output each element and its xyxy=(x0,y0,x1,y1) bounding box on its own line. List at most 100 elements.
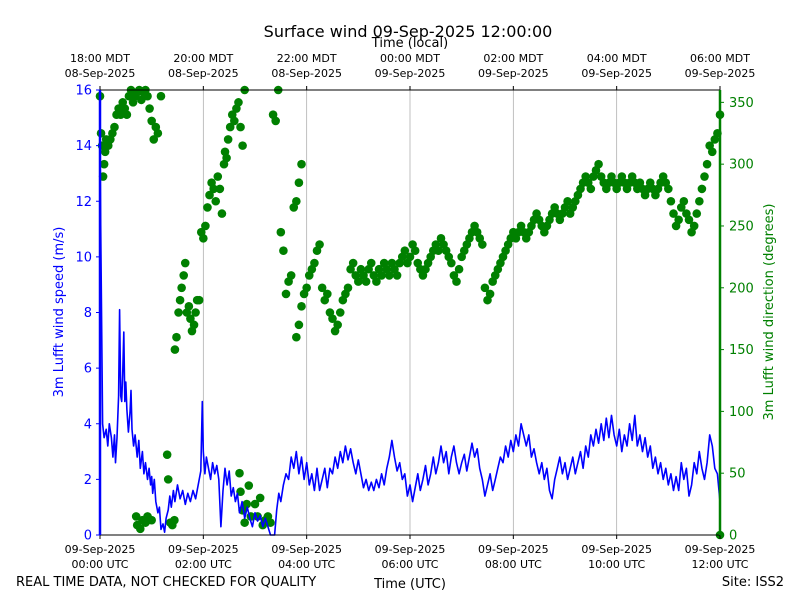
wind-direction-point xyxy=(297,159,306,169)
x-tick-label: 09-Sep-2025 xyxy=(581,543,652,556)
x-tick-label: 04:00 UTC xyxy=(278,558,335,571)
wind-direction-point xyxy=(366,258,376,268)
wind-direction-point xyxy=(281,289,291,299)
wind-direction-point xyxy=(372,277,381,286)
wind-direction-point xyxy=(684,215,694,225)
wind-direction-point xyxy=(485,289,495,299)
right-tick-label: 100 xyxy=(729,405,754,420)
wind-direction-point xyxy=(177,283,186,293)
wind-direction-point xyxy=(348,258,358,268)
wind-direction-point xyxy=(478,240,487,249)
left-tick-label: 6 xyxy=(84,362,92,377)
right-tick-label: 200 xyxy=(729,281,754,296)
wind-direction-point xyxy=(400,246,410,255)
wind-direction-point xyxy=(679,196,689,206)
wind-direction-point xyxy=(110,122,119,132)
wind-direction-point xyxy=(175,295,185,305)
wind-direction-point xyxy=(405,252,415,262)
wind-direction-point xyxy=(594,159,603,169)
wind-direction-point xyxy=(250,499,260,509)
wind-direction-point xyxy=(343,283,353,293)
right-tick-label: 350 xyxy=(729,96,754,111)
wind-direction-point xyxy=(242,499,252,509)
wind-direction-point xyxy=(392,271,402,280)
wind-direction-point xyxy=(434,246,443,255)
x-tick-label: 10:00 UTC xyxy=(588,558,645,571)
wind-direction-point xyxy=(674,215,683,225)
x-tick-label: 09-Sep-2025 xyxy=(168,543,239,556)
wind-direction-point xyxy=(163,475,173,484)
left-tick-label: 16 xyxy=(75,84,92,99)
chart-title: Surface wind 09-Sep-2025 12:00:00 xyxy=(264,22,553,41)
wind-direction-point xyxy=(255,493,265,503)
right-tick-label: 150 xyxy=(729,343,754,358)
wind-direction-point xyxy=(276,227,286,237)
wind-direction-point xyxy=(297,302,306,311)
right-tick-label: 250 xyxy=(729,219,754,234)
x-tick-label: 00:00 UTC xyxy=(71,558,128,571)
wind-direction-point xyxy=(292,332,301,342)
right-tick-label: 300 xyxy=(729,158,754,173)
wind-direction-point xyxy=(361,277,371,286)
wind-direction-point xyxy=(153,128,163,138)
wind-direction-point xyxy=(335,308,345,317)
top-tick-label: 20:00 MDT xyxy=(173,52,233,65)
wind-direction-point xyxy=(179,271,188,280)
wind-direction-point xyxy=(454,264,464,274)
wind-direction-point xyxy=(149,135,159,144)
wind-direction-point xyxy=(294,320,304,330)
top-tick-label: 09-Sep-2025 xyxy=(685,67,756,80)
wind-direction-point xyxy=(669,209,678,218)
wind-direction-point xyxy=(238,141,247,150)
wind-direction-point xyxy=(145,104,154,113)
wind-speed-line xyxy=(99,145,721,536)
wind-direction-point xyxy=(310,258,319,268)
wind-direction-point xyxy=(317,283,327,293)
wind-direction-point xyxy=(271,116,280,126)
wind-direction-point xyxy=(131,512,141,521)
top-tick-label: 02:00 MDT xyxy=(483,52,543,65)
wind-direction-point xyxy=(209,184,218,194)
wind-direction-point xyxy=(205,190,214,200)
wind-direction-point xyxy=(199,234,208,243)
wind-direction-point xyxy=(666,196,676,206)
top-tick-label: 08-Sep-2025 xyxy=(168,67,239,80)
wind-direction-point xyxy=(323,289,332,299)
left-tick-label: 2 xyxy=(84,473,92,488)
wind-direction-point xyxy=(201,221,210,231)
top-tick-label: 18:00 MDT xyxy=(70,52,130,65)
wind-direction-point xyxy=(292,196,301,206)
left-axis-label: 3m Lufft wind speed (m/s) xyxy=(52,227,67,398)
left-tick-label: 10 xyxy=(75,250,92,265)
bottom-axis-label: Time (UTC) xyxy=(373,577,446,592)
x-tick-label: 09-Sep-2025 xyxy=(478,543,549,556)
wind-direction-point xyxy=(689,221,699,231)
wind-direction-point xyxy=(333,320,342,330)
wind-direction-point xyxy=(225,122,235,132)
wind-direction-point xyxy=(480,283,490,293)
x-tick-label: 02:00 UTC xyxy=(175,558,232,571)
wind-direction-point xyxy=(147,116,156,126)
wind-direction-point xyxy=(447,258,456,268)
top-tick-label: 09-Sep-2025 xyxy=(375,67,446,80)
wind-direction-point xyxy=(692,209,702,218)
wind-direction-point xyxy=(136,524,145,534)
wind-direction-point xyxy=(137,95,146,105)
wind-direction-point xyxy=(211,196,221,206)
x-tick-label: 09-Sep-2025 xyxy=(375,543,446,556)
left-tick-label: 14 xyxy=(75,139,92,154)
wind-direction-point xyxy=(217,209,227,218)
wind-direction-point xyxy=(664,184,673,194)
x-tick-label: 09-Sep-2025 xyxy=(65,543,136,556)
right-tick-label: 50 xyxy=(729,467,746,482)
wind-direction-point xyxy=(215,184,225,194)
wind-direction-point xyxy=(695,196,704,206)
wind-direction-point xyxy=(286,271,296,280)
wind-direction-point xyxy=(170,345,180,354)
left-tick-label: 8 xyxy=(84,306,92,321)
x-tick-label: 09-Sep-2025 xyxy=(685,543,756,556)
wind-speed-line-group xyxy=(99,145,721,536)
wind-direction-point xyxy=(697,184,707,194)
wind-direction-point xyxy=(162,450,172,459)
